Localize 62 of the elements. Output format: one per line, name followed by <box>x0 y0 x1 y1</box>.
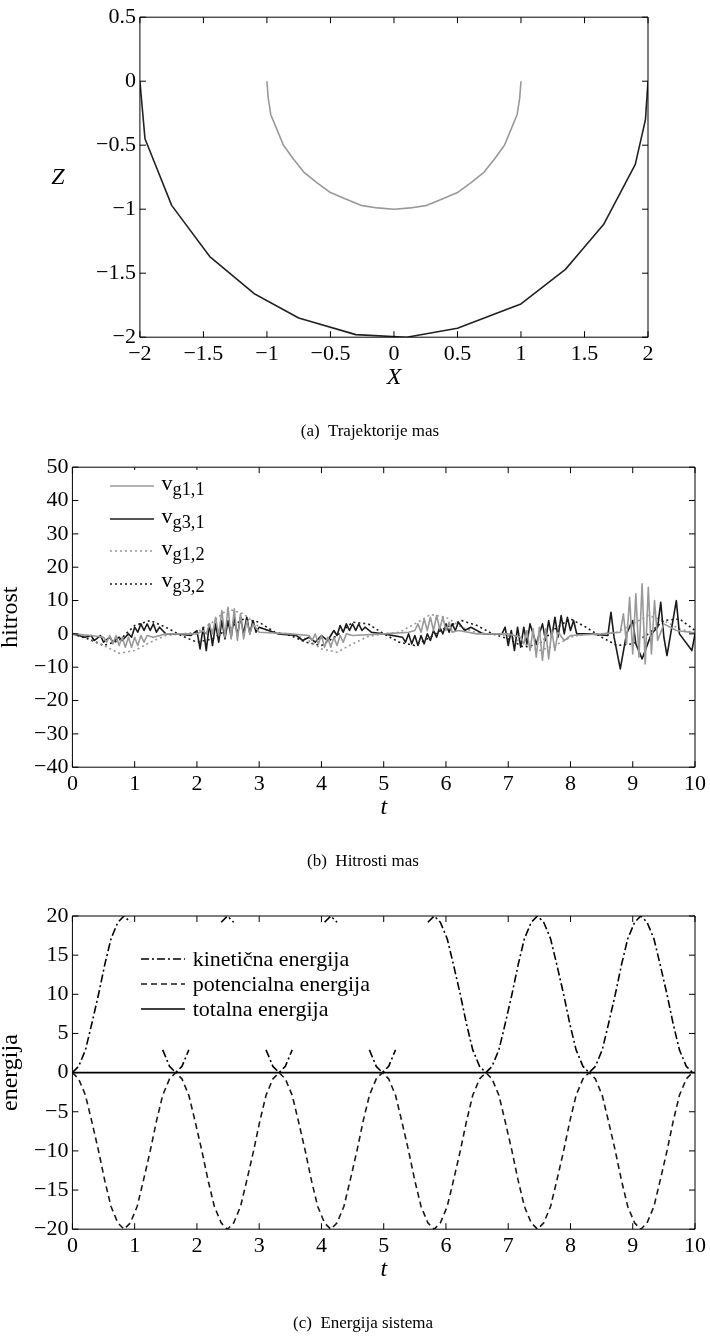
y-tick-label: −1 <box>112 194 136 220</box>
text: (a) Trajektorije mas <box>300 421 440 441</box>
y-tick-label: 50 <box>46 452 69 478</box>
x-tick-label: 7 <box>502 1232 514 1258</box>
x-tick-label: 9 <box>627 770 639 796</box>
x-tick-label: 1 <box>515 340 527 366</box>
y-tick-label: 10 <box>46 980 69 1006</box>
y-tick-label: 5 <box>57 1019 69 1045</box>
y-tick-label: −10 <box>33 652 69 678</box>
y-tick-label: −30 <box>33 719 69 745</box>
y-tick-label: −0.5 <box>95 130 136 156</box>
x-tick-label: 1 <box>129 1232 141 1258</box>
x-tick-label: 8 <box>564 770 576 796</box>
x-tick-label: −1 <box>255 340 279 366</box>
x-tick-label: 2 <box>191 1232 203 1258</box>
y-axis-title: energija <box>0 1033 22 1112</box>
y-tick-label: 15 <box>46 940 69 966</box>
y-tick-label: 0 <box>124 66 136 92</box>
x-tick-label: 2 <box>191 770 203 796</box>
x-tick-label: 4 <box>315 770 327 796</box>
y-axis-title: hitrost <box>0 586 22 648</box>
legend-label: v$_{g1,1}$ <box>161 470 205 502</box>
y-tick-label: 40 <box>46 486 69 512</box>
x-tick-label: 1.5 <box>570 340 599 366</box>
x-tick-label: −1.5 <box>183 340 224 366</box>
x-tick-label: 10 <box>684 770 706 796</box>
legend-label: totalna energija <box>192 996 329 1021</box>
x-tick-label: 6 <box>440 1232 452 1258</box>
x-tick-label: 10 <box>684 1232 706 1258</box>
x-tick-label: 0.5 <box>443 340 472 366</box>
x-tick-label: 4 <box>315 1232 327 1258</box>
y-tick-label: 30 <box>46 519 69 545</box>
y-tick-label: −10 <box>33 1136 69 1162</box>
y-tick-label: 10 <box>46 586 69 612</box>
y-tick-label: −15 <box>33 1175 69 1201</box>
text: (b) Hitrosti mas <box>307 851 419 871</box>
x-tick-label: 7 <box>502 770 514 796</box>
x-tick-label: 3 <box>253 1232 265 1258</box>
x-tick-label: 9 <box>627 1232 639 1258</box>
y-tick-label: 0.5 <box>108 2 136 28</box>
y-axis-title: Z <box>51 162 66 189</box>
y-tick-label: 20 <box>46 901 69 927</box>
x-tick-label: 6 <box>440 770 452 796</box>
y-tick-label: 0 <box>57 1058 69 1084</box>
x-tick-label: 3 <box>253 770 265 796</box>
legend-label: potencialna energija <box>192 971 370 996</box>
text: (c) Energija sistema <box>293 1313 434 1333</box>
x-tick-label: 1 <box>129 770 141 796</box>
legend-label: v$_{g3,2}$ <box>161 567 205 599</box>
x-tick-label: 8 <box>564 1232 576 1258</box>
legend-label: kinetična energija <box>192 946 350 971</box>
y-tick-label: −20 <box>33 1214 69 1240</box>
y-tick-label: −5 <box>44 1097 69 1123</box>
y-tick-label: 0 <box>57 619 69 645</box>
y-tick-label: 20 <box>46 552 69 578</box>
y-tick-label: −1.5 <box>95 258 136 284</box>
y-tick-label: −40 <box>33 752 69 778</box>
y-tick-label: −20 <box>33 686 69 712</box>
legend-label: v$_{g1,2}$ <box>161 534 205 567</box>
x-tick-label: 2 <box>642 340 654 366</box>
legend-label: v$_{g3,1}$ <box>161 502 205 534</box>
x-tick-label: −0.5 <box>310 340 351 366</box>
